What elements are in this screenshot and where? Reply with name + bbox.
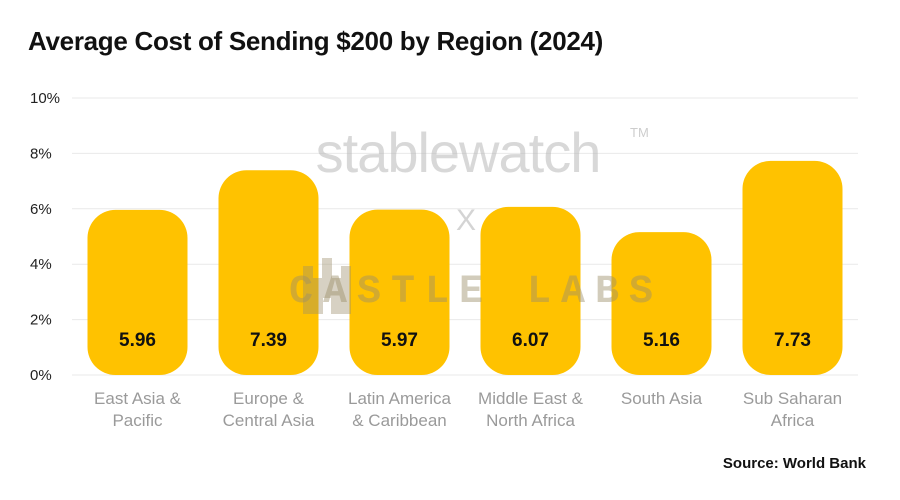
bar (87, 209, 188, 375)
bar (742, 160, 843, 375)
x-tick-label: Central Asia (223, 411, 315, 430)
watermark-brand: stablewatch (316, 121, 601, 184)
chart-title: Average Cost of Sending $200 by Region (… (28, 26, 604, 56)
y-tick-label: 6% (30, 201, 52, 218)
gridlines (72, 97, 858, 376)
bars (87, 160, 843, 375)
watermark-partner: CASTLE LABS (289, 270, 663, 315)
source-note: Source: World Bank (722, 455, 866, 472)
x-tick-label: & Caribbean (352, 411, 447, 430)
castle-icon (303, 258, 351, 314)
y-tick-label: 4% (30, 256, 52, 273)
x-tick-label: Europe & (233, 389, 305, 408)
bar-value-label: 7.73 (774, 330, 811, 351)
x-tick-label: Sub Saharan (743, 389, 842, 408)
category-labels: East Asia & Pacific Europe & Central Asia La… (94, 389, 842, 430)
x-tick-label: Pacific (112, 411, 163, 430)
bar-value-label: 5.16 (643, 330, 680, 351)
bar (480, 206, 581, 375)
bar (349, 209, 450, 375)
x-tick-label: North Africa (486, 411, 575, 430)
x-tick-label: Africa (771, 411, 815, 430)
y-tick-label: 0% (30, 367, 52, 384)
watermark: stablewatch TM X CASTLE LABS (289, 121, 663, 315)
bar-value-label: 5.97 (381, 330, 418, 351)
bar (218, 170, 319, 375)
bar-value-label: 5.96 (119, 330, 156, 351)
y-axis-ticks: 0% 2% 4% 6% 8% 10% (30, 90, 60, 384)
y-tick-label: 8% (30, 145, 52, 162)
watermark-separator: X (456, 204, 476, 237)
bar (611, 232, 712, 375)
x-tick-label: Middle East & (478, 389, 584, 408)
bar-value-label: 7.39 (250, 330, 287, 351)
x-tick-label: East Asia & (94, 389, 182, 408)
y-tick-label: 2% (30, 312, 52, 329)
y-tick-label: 10% (30, 90, 60, 107)
watermark-trademark: TM (630, 125, 649, 140)
bar-value-label: 6.07 (512, 330, 549, 351)
x-tick-label: South Asia (621, 389, 703, 408)
value-labels: 5.96 7.39 5.97 6.07 5.16 7.73 (119, 330, 811, 351)
x-tick-label: Latin America (348, 389, 452, 408)
